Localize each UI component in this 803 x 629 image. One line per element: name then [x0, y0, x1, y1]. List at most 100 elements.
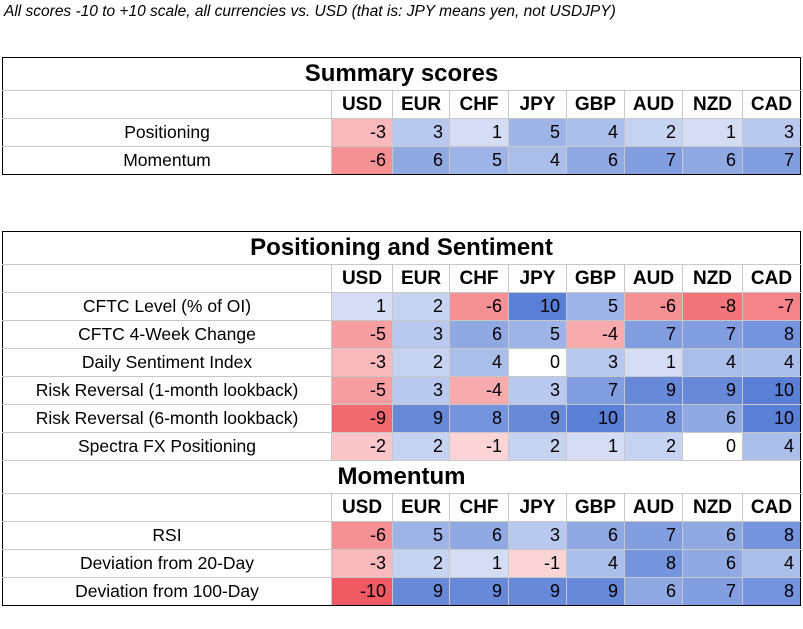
score-cell-aud: 1: [624, 348, 683, 377]
header-blank-cell: [2, 264, 332, 293]
score-cell-usd: -2: [331, 432, 393, 461]
currency-header-jpy: JPY: [508, 493, 567, 522]
row-label: RSI: [2, 521, 332, 550]
currency-header-gbp: GBP: [566, 264, 625, 293]
currency-header-cad: CAD: [742, 493, 801, 522]
score-cell-chf: 6: [449, 521, 509, 550]
header-blank-cell: [2, 493, 332, 522]
currency-header-aud: AUD: [624, 493, 683, 522]
score-cell-gbp: 5: [566, 292, 625, 321]
score-cell-usd: -10: [331, 577, 393, 606]
currency-header-chf: CHF: [449, 493, 509, 522]
score-cell-usd: -6: [331, 521, 393, 550]
table-row: Risk Reversal (1-month lookback) -5 3 -4 3 7 9…: [2, 376, 801, 405]
score-cell-nzd: 7: [682, 320, 743, 349]
score-cell-nzd: 6: [682, 521, 743, 550]
table-row: CFTC Level (% of OI) 1 2 -6 10 5 -6 -8 -7: [2, 292, 801, 321]
score-cell-jpy: 3: [508, 521, 567, 550]
currency-header-jpy: JPY: [508, 90, 567, 119]
score-cell-nzd: 1: [682, 118, 743, 147]
score-cell-eur: 5: [392, 521, 450, 550]
row-label: Daily Sentiment Index: [2, 348, 332, 377]
score-cell-aud: 9: [624, 376, 683, 405]
currency-header-nzd: NZD: [682, 493, 743, 522]
score-cell-nzd: 4: [682, 348, 743, 377]
score-cell-usd: -6: [331, 146, 393, 175]
score-cell-cad: 4: [742, 348, 801, 377]
table-row: Risk Reversal (6-month lookback) -9 9 8 9 10 8…: [2, 404, 801, 433]
row-label: Deviation from 100-Day: [2, 577, 332, 606]
score-cell-gbp: 7: [566, 376, 625, 405]
score-cell-gbp: 1: [566, 432, 625, 461]
score-cell-chf: 1: [449, 549, 509, 578]
score-cell-usd: -5: [331, 320, 393, 349]
score-cell-eur: 9: [392, 577, 450, 606]
row-label: Risk Reversal (1-month lookback): [2, 376, 332, 405]
score-cell-chf: -1: [449, 432, 509, 461]
scale-caption: All scores -10 to +10 scale, all currenc…: [4, 3, 616, 20]
score-cell-eur: 2: [392, 348, 450, 377]
score-cell-gbp: -4: [566, 320, 625, 349]
score-cell-chf: 9: [449, 577, 509, 606]
score-cell-aud: 8: [624, 549, 683, 578]
score-cell-jpy: 9: [508, 577, 567, 606]
score-cell-eur: 2: [392, 549, 450, 578]
score-cell-cad: 8: [742, 577, 801, 606]
positioning-title: Positioning and Sentiment: [2, 231, 801, 265]
score-cell-jpy: 2: [508, 432, 567, 461]
currency-header-eur: EUR: [392, 90, 450, 119]
table-row: CFTC 4-Week Change -5 3 6 5 -4 7 7 8: [2, 320, 801, 349]
score-cell-gbp: 6: [566, 146, 625, 175]
table-row: RSI -6 5 6 3 6 7 6 8: [2, 521, 801, 550]
score-cell-aud: 2: [624, 118, 683, 147]
currency-header-eur: EUR: [392, 264, 450, 293]
score-cell-eur: 3: [392, 320, 450, 349]
score-cell-aud: -6: [624, 292, 683, 321]
table-row: Deviation from 20-Day -3 2 1 -1 4 8 6 4: [2, 549, 801, 578]
score-cell-jpy: -1: [508, 549, 567, 578]
score-cell-usd: -3: [331, 118, 393, 147]
score-cell-jpy: 5: [508, 320, 567, 349]
score-cell-aud: 7: [624, 320, 683, 349]
row-label: CFTC Level (% of OI): [2, 292, 332, 321]
currency-header-nzd: NZD: [682, 90, 743, 119]
score-cell-nzd: 9: [682, 376, 743, 405]
positioning-momentum-table: Positioning and Sentiment USD EUR CHF JPY GBP…: [2, 231, 801, 606]
score-cell-jpy: 3: [508, 376, 567, 405]
table-row: Deviation from 100-Day -10 9 9 9 9 6 7 8: [2, 577, 801, 606]
summary-header-row: USD EUR CHF JPY GBP AUD NZD CAD: [2, 90, 801, 119]
score-cell-aud: 7: [624, 146, 683, 175]
currency-header-usd: USD: [331, 264, 393, 293]
score-cell-gbp: 4: [566, 549, 625, 578]
score-cell-cad: 10: [742, 376, 801, 405]
score-cell-cad: 8: [742, 320, 801, 349]
score-cell-usd: -3: [331, 549, 393, 578]
score-cell-gbp: 6: [566, 521, 625, 550]
score-cell-chf: 1: [449, 118, 509, 147]
score-cell-chf: 6: [449, 320, 509, 349]
score-cell-nzd: 0: [682, 432, 743, 461]
score-cell-aud: 2: [624, 432, 683, 461]
summary-scores-table: Summary scores USD EUR CHF JPY GBP AUD NZD CAD Po…: [2, 57, 801, 175]
summary-title: Summary scores: [2, 57, 801, 91]
currency-header-chf: CHF: [449, 90, 509, 119]
score-cell-cad: 4: [742, 549, 801, 578]
score-cell-eur: 3: [392, 376, 450, 405]
score-cell-jpy: 5: [508, 118, 567, 147]
score-cell-eur: 9: [392, 404, 450, 433]
score-cell-jpy: 0: [508, 348, 567, 377]
row-label: Risk Reversal (6-month lookback): [2, 404, 332, 433]
momentum-title: Momentum: [2, 460, 801, 494]
currency-header-aud: AUD: [624, 264, 683, 293]
score-cell-chf: 4: [449, 348, 509, 377]
currency-header-gbp: GBP: [566, 493, 625, 522]
score-cell-cad: 4: [742, 432, 801, 461]
score-cell-chf: -6: [449, 292, 509, 321]
score-cell-gbp: 4: [566, 118, 625, 147]
score-cell-nzd: 6: [682, 549, 743, 578]
currency-header-usd: USD: [331, 90, 393, 119]
currency-header-usd: USD: [331, 493, 393, 522]
score-cell-gbp: 9: [566, 577, 625, 606]
score-cell-nzd: 7: [682, 577, 743, 606]
score-cell-gbp: 3: [566, 348, 625, 377]
